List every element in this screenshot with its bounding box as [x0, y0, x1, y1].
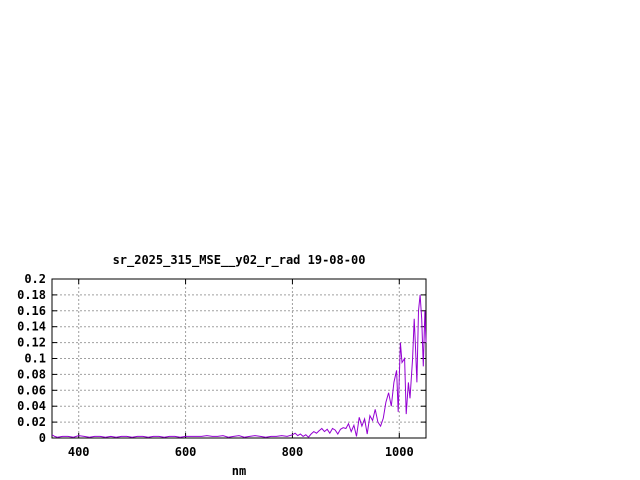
grid — [52, 279, 426, 438]
x-tick-label: 600 — [175, 445, 197, 459]
y-tick-label: 0.06 — [17, 383, 46, 397]
y-tick-label: 0.1 — [24, 352, 46, 366]
x-axis: 400 600 800 1000 — [68, 279, 414, 459]
y-axis: 0 0.02 0.04 0.06 0.080.1 0.12 0.14 0.16 0.18 0.2 — [17, 272, 426, 445]
y-tick-label: 0.14 — [17, 320, 46, 334]
y-tick-label: 0.02 — [17, 415, 46, 429]
x-tick-label: 400 — [68, 445, 90, 459]
y-tick-label: 0.2 — [24, 272, 46, 286]
y-tick-label: 0.12 — [17, 336, 46, 350]
y-tick-label: 0 — [39, 431, 46, 445]
y-tick-label: 0.16 — [17, 304, 46, 318]
x-axis-label: nm — [232, 464, 246, 478]
x-tick-label: 1000 — [385, 445, 414, 459]
y-tick-label: 0.08 — [17, 367, 46, 381]
series-group — [51, 294, 427, 438]
series-line — [51, 294, 427, 438]
x-tick-label: 800 — [282, 445, 304, 459]
y-tick-label: 0.18 — [17, 288, 46, 302]
y-tick-label: 0.04 — [17, 399, 46, 413]
chart-title: sr_2025_315_MSE__y02_r_rad 19-08-00 — [113, 253, 366, 268]
